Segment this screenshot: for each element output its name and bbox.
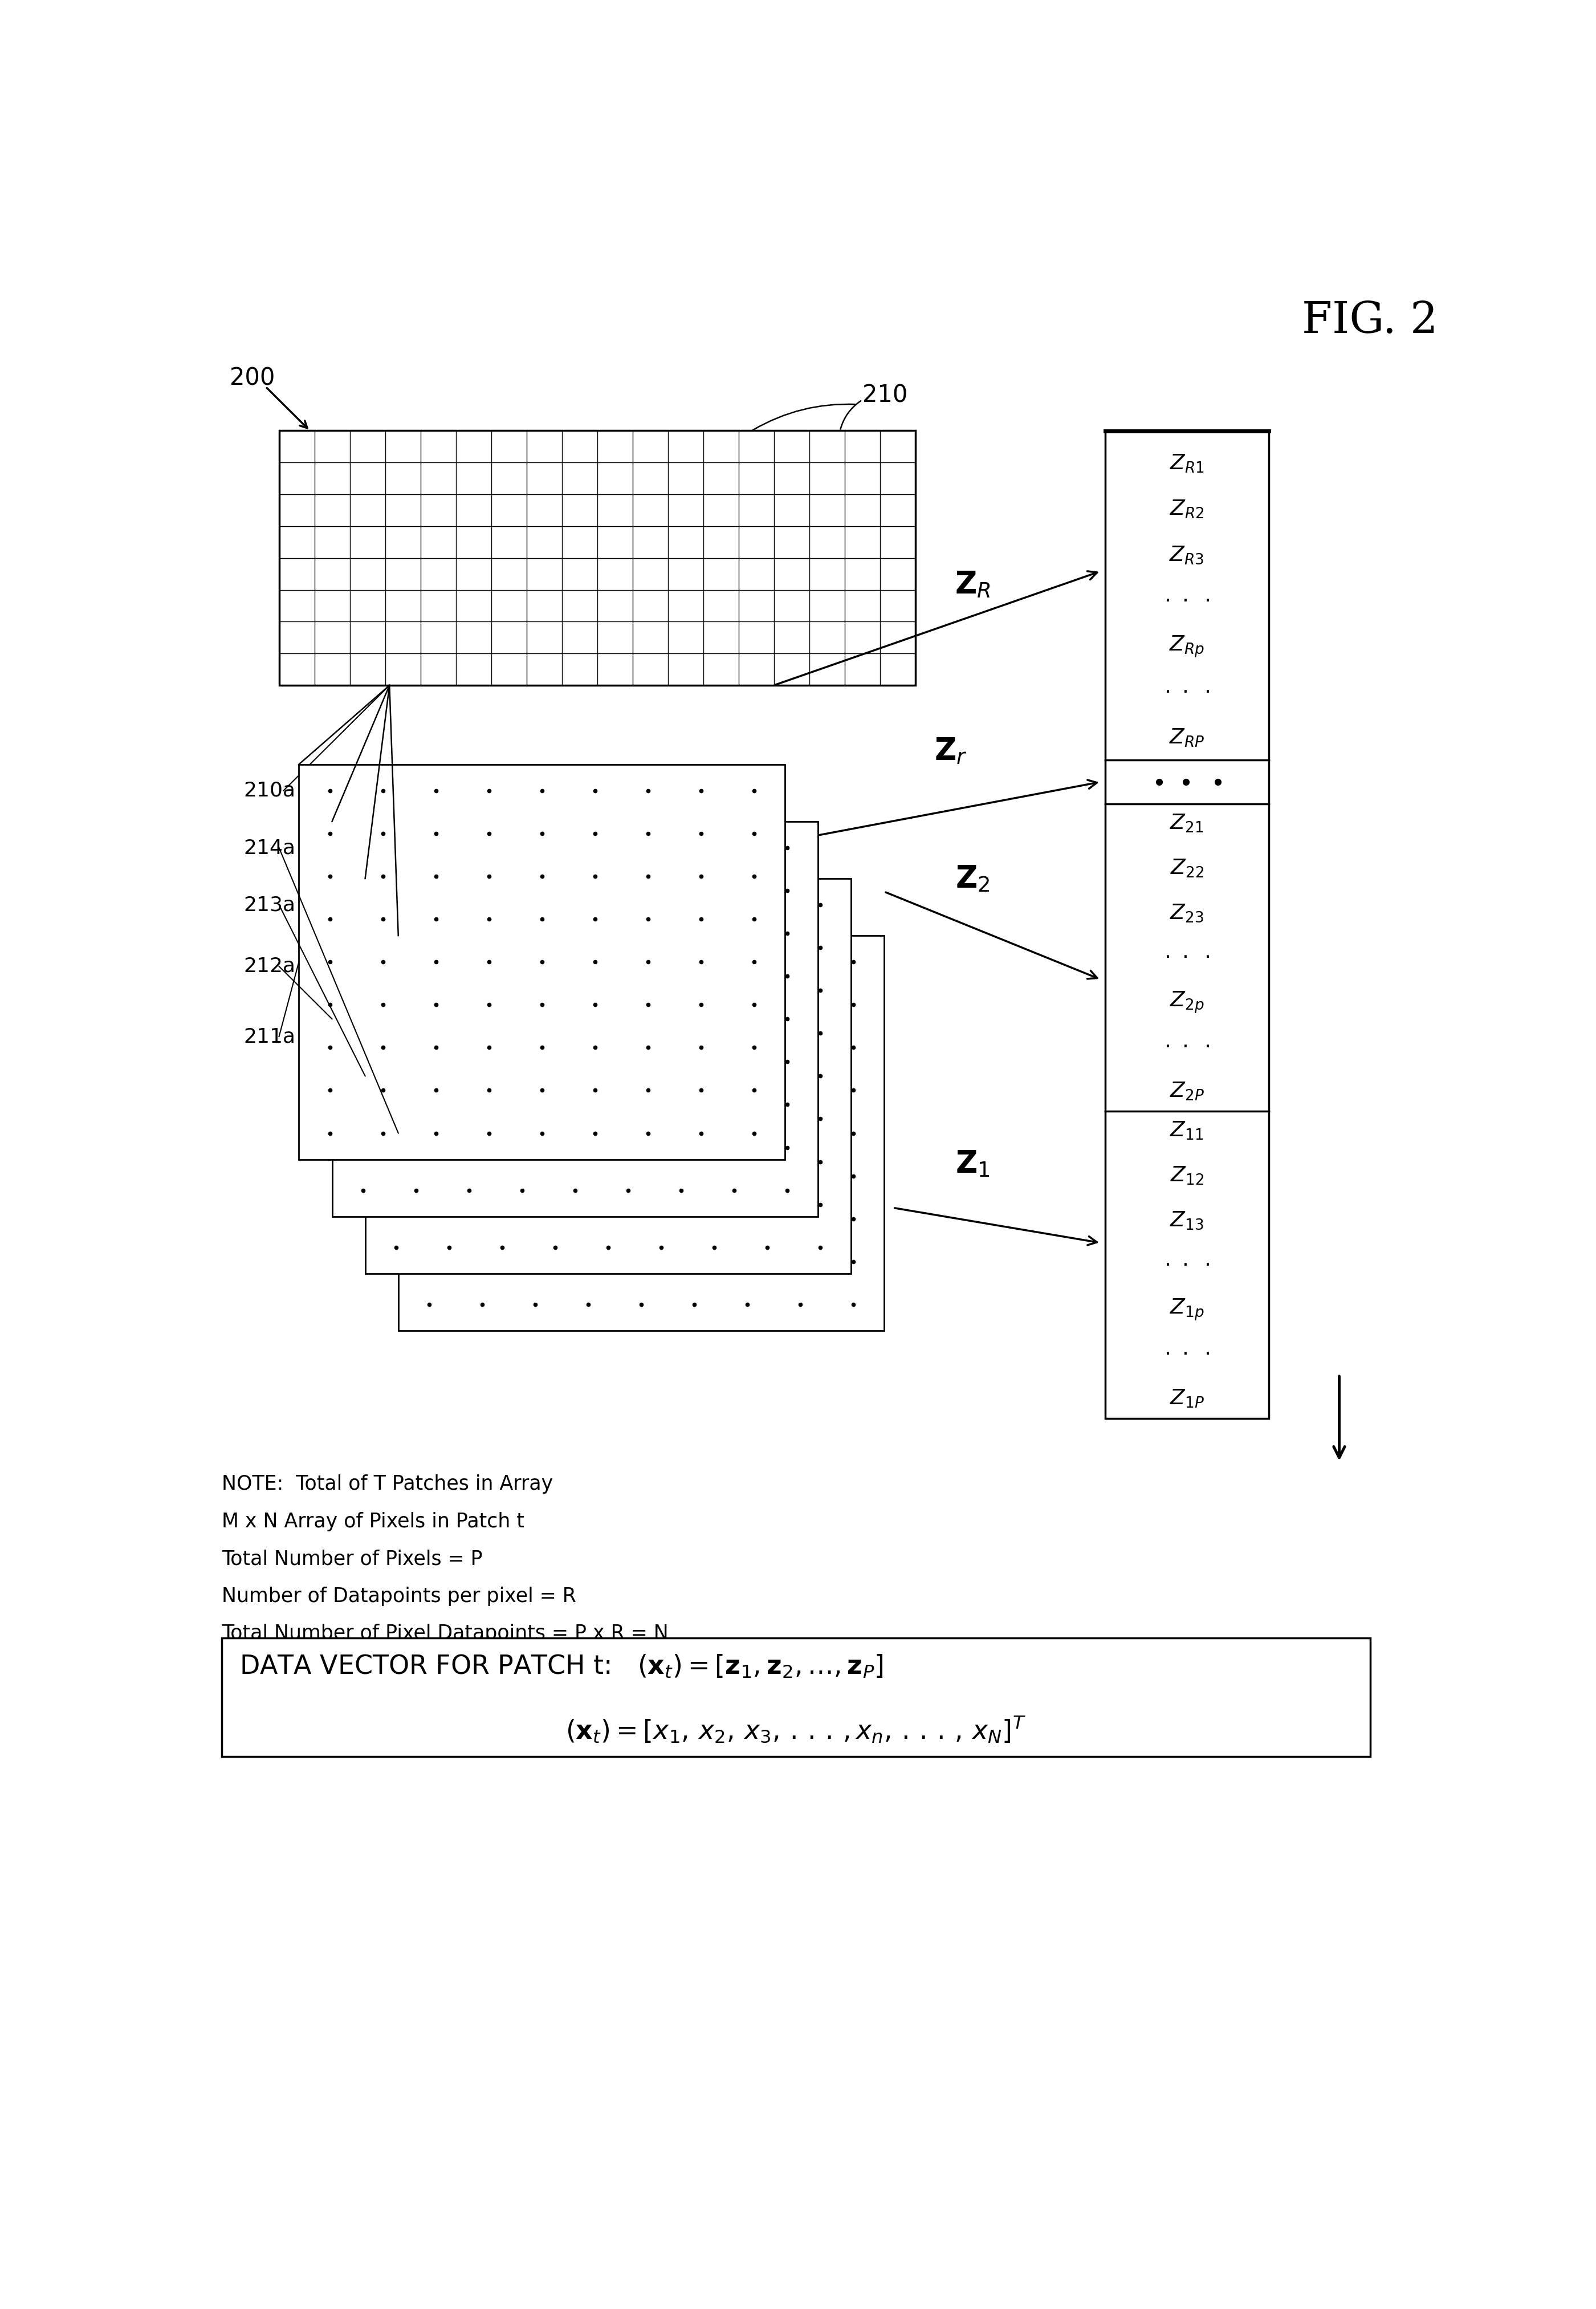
Bar [1104,432,1269,1418]
Text: 213a: 213a [244,896,295,914]
Text: $Z_{1P}$: $Z_{1P}$ [1170,1388,1205,1408]
Text: $Z_{1p}$: $Z_{1p}$ [1170,1298,1203,1323]
Bar [298,764,785,1159]
Text: $\mathbf{Z}_r$: $\mathbf{Z}_r$ [934,737,967,767]
Text: $Z_{R3}$: $Z_{R3}$ [1170,545,1205,566]
Text: $Z_{2p}$: $Z_{2p}$ [1170,991,1203,1014]
Text: $\bullet\ \bullet\ \bullet$: $\bullet\ \bullet\ \bullet$ [1151,769,1223,794]
Bar [332,822,817,1217]
Text: 214a: 214a [244,838,295,857]
Text: $\cdot\ \cdot\ \cdot$: $\cdot\ \cdot\ \cdot$ [1163,1037,1210,1058]
Text: $Z_{RP}$: $Z_{RP}$ [1168,727,1205,748]
Text: $Z_{2P}$: $Z_{2P}$ [1170,1081,1205,1101]
Text: $Z_{21}$: $Z_{21}$ [1170,813,1203,834]
Text: FIG. 2: FIG. 2 [1302,300,1438,342]
Text: $Z_{R2}$: $Z_{R2}$ [1170,499,1203,520]
Text: M x N Array of Pixels in Patch t: M x N Array of Pixels in Patch t [222,1512,523,1531]
Text: Total Number of Pixels = P: Total Number of Pixels = P [222,1549,482,1568]
Text: $Z_{R1}$: $Z_{R1}$ [1170,453,1205,473]
Text: $\mathbf{Z}_R$: $\mathbf{Z}_R$ [954,570,991,600]
Bar [365,877,851,1275]
Text: $\mathbf{Z}_1$: $\mathbf{Z}_1$ [956,1150,990,1178]
Bar [279,432,915,686]
Text: $Z_{22}$: $Z_{22}$ [1170,857,1203,880]
Text: NOTE:  Total of T Patches in Array: NOTE: Total of T Patches in Array [222,1475,552,1494]
Text: 200: 200 [230,367,275,390]
Text: DATA VECTOR FOR PATCH t:   $(\mathbf{x}_t) = [\mathbf{z}_1, \mathbf{z}_2, \ldots: DATA VECTOR FOR PATCH t: $(\mathbf{x}_t)… [239,1653,883,1679]
Text: $Z_{13}$: $Z_{13}$ [1170,1210,1203,1231]
Text: $\cdot\ \cdot\ \cdot$: $\cdot\ \cdot\ \cdot$ [1163,947,1210,967]
Text: $\cdot\ \cdot\ \cdot$: $\cdot\ \cdot\ \cdot$ [1163,1344,1210,1365]
Text: $\cdot\ \cdot\ \cdot$: $\cdot\ \cdot\ \cdot$ [1163,591,1210,612]
Text: $(\mathbf{x}_t) = [x_1,\, x_2,\, x_3,\, .\,.\,.\,,x_n,\, .\,.\,.\,,\, x_N]^T$: $(\mathbf{x}_t) = [x_1,\, x_2,\, x_3,\, … [565,1716,1026,1746]
Text: $Z_{23}$: $Z_{23}$ [1170,903,1203,924]
Text: Total Number of Pixel Datapoints = P x R = N: Total Number of Pixel Datapoints = P x R… [222,1623,669,1644]
Text: 210a: 210a [244,780,295,801]
Bar [399,935,884,1330]
Text: 212a: 212a [244,956,295,977]
Text: $\cdot\ \cdot\ \cdot$: $\cdot\ \cdot\ \cdot$ [1163,681,1210,702]
Text: $Z_{12}$: $Z_{12}$ [1170,1166,1203,1187]
Text: 211a: 211a [244,1028,295,1046]
Text: Number of Datapoints per pixel = R: Number of Datapoints per pixel = R [222,1586,576,1607]
Text: $\cdot\ \cdot\ \cdot$: $\cdot\ \cdot\ \cdot$ [1163,1254,1210,1275]
Text: $Z_{Rp}$: $Z_{Rp}$ [1170,635,1205,658]
Text: $Z_{11}$: $Z_{11}$ [1170,1120,1203,1141]
Bar [222,1637,1369,1757]
Text: $\mathbf{Z}_2$: $\mathbf{Z}_2$ [956,864,990,894]
Text: 210: 210 [862,383,908,409]
